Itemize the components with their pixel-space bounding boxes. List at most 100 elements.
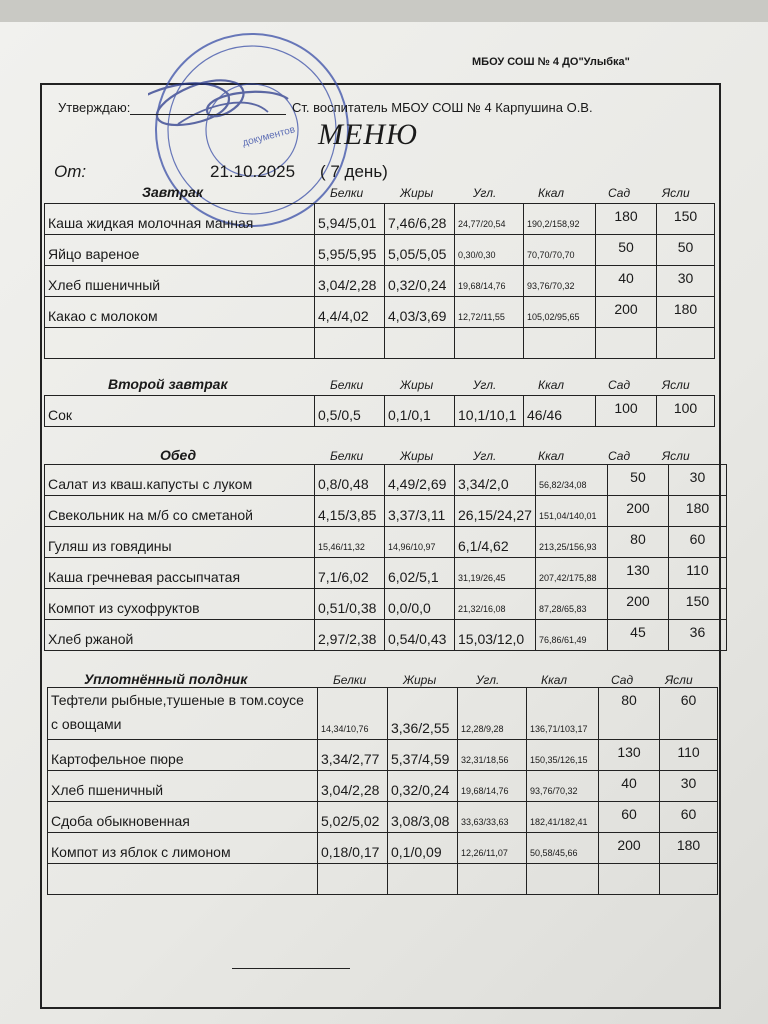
cell-kcal: 46/46 [523,395,596,427]
cell-nursery-portion: 180 [656,296,715,328]
cell-kindergarten-portion: 45 [606,619,669,651]
cell-kindergarten-portion: 180 [595,203,657,235]
cell-nursery-portion: 110 [667,557,727,589]
cell-protein: 5,95/5,95 [314,234,385,266]
table-row: Каша гречневая рассыпчатая 7,1/6,02 6,02/5… [44,557,727,589]
cell-kcal: 136,71/103,17 [526,687,599,740]
table-row: Компот из яблок с лимоном 0,18/0,17 0,1/0,… [47,832,718,864]
cell-nursery-portion: 30 [659,770,718,802]
cell-nursery-portion: 100 [656,395,715,427]
cell-carbs: 26,15/24,27 [454,495,536,527]
cell-fat: 0,1/0,1 [384,395,455,427]
table-row: Хлеб пшеничный 3,04/2,28 0,32/0,24 19,68/14… [44,265,715,297]
column-header: Ккал [538,186,565,200]
cell-fat: 3,37/3,11 [384,495,455,527]
cell-protein: 0,51/0,38 [314,588,385,620]
cell-fat: 6,02/5,1 [384,557,455,589]
cell-carbs: 12,72/11,55 [454,296,524,328]
cell-carbs [457,863,527,895]
cell-protein: 0,18/0,17 [317,832,388,864]
cell-protein: 4,15/3,85 [314,495,385,527]
column-header: Сад [608,186,631,200]
cell-nursery-portion: 36 [667,619,727,651]
column-header: Сад [611,673,634,687]
dish-name: Хлеб пшеничный [47,770,318,802]
cell-protein: 2,97/2,38 [314,619,385,651]
cell-kcal [523,327,596,359]
dish-name: Хлеб пшеничный [44,265,315,297]
dish-name: Компот из сухофруктов [44,588,315,620]
table-row: Сок 0,5/0,5 0,1/0,1 10,1/10,1 46/46 100 100 [44,395,715,427]
table-row: Картофельное пюре 3,34/2,77 5,37/4,59 32,31… [47,739,718,771]
cell-kindergarten-portion: 200 [606,495,669,527]
cell-kindergarten-portion: 200 [595,296,657,328]
cell-fat: 4,49/2,69 [384,464,455,496]
table-row: Гуляш из говядины 15,46/11,32 14,96/10,97 6… [44,526,727,558]
cell-protein: 3,04/2,28 [317,770,388,802]
table-row: Каша жидкая молочная манная 5,94/5,01 7,46… [44,203,715,235]
section-title: Завтрак [142,184,203,200]
table-row [47,863,718,895]
cell-fat [384,327,455,359]
cell-kindergarten-portion: 50 [595,234,657,266]
cell-fat: 0,32/0,24 [384,265,455,297]
dish-name: Свекольник на м/б со сметаной [44,495,315,527]
cell-nursery-portion: 180 [667,495,727,527]
cell-protein: 0,8/0,48 [314,464,385,496]
cell-fat: 5,37/4,59 [387,739,458,771]
column-header: Белки [330,378,364,392]
cell-carbs: 21,32/16,08 [454,588,536,620]
cell-carbs: 0,30/0,30 [454,234,524,266]
cell-kcal: 56,82/34,08 [534,464,608,496]
cell-protein: 7,1/6,02 [314,557,385,589]
cell-carbs [454,327,524,359]
cell-carbs: 6,1/4,62 [454,526,536,558]
cell-fat [387,863,458,895]
section-header: Обед Белки Жиры Угл. Ккал Сад Ясли [0,447,768,465]
cell-carbs: 33,63/33,63 [457,801,527,833]
cell-kindergarten-portion: 200 [606,588,669,620]
cell-kindergarten-portion: 100 [595,395,657,427]
menu-table: Салат из кваш.капусты с луком 0,8/0,48 4,4… [44,464,727,651]
cell-carbs: 12,28/9,28 [457,687,527,740]
cell-nursery-portion: 30 [667,464,727,496]
cell-kindergarten-portion [598,863,660,895]
cell-kcal: 87,28/65,83 [534,588,608,620]
dish-name: Какао с молоком [44,296,315,328]
dish-name: Тефтели рыбные,тушеные в том.соусе с ово… [47,687,318,740]
cell-carbs: 19,68/14,76 [457,770,527,802]
column-header: Ясли [662,449,690,463]
cell-protein: 14,34/10,76 [317,687,388,740]
cell-nursery-portion: 60 [667,526,727,558]
footer-signature-line [232,968,350,969]
dish-name: Картофельное пюре [47,739,318,771]
section-header: Второй завтрак Белки Жиры Угл. Ккал Сад Ясли [0,376,768,394]
cell-nursery-portion: 150 [667,588,727,620]
cell-nursery-portion: 50 [656,234,715,266]
cell-protein: 5,02/5,02 [317,801,388,833]
cell-carbs: 3,34/2,0 [454,464,536,496]
cell-kcal: 207,42/175,88 [534,557,608,589]
cell-kindergarten-portion: 200 [598,832,660,864]
table-row: Какао с молоком 4,4/4,02 4,03/3,69 12,72/11… [44,296,715,328]
column-header: Жиры [400,186,434,200]
organization-name: МБОУ СОШ № 4 ДО"Улыбка" [472,56,630,68]
cell-carbs: 19,68/14,76 [454,265,524,297]
table-row: Сдоба обыкновенная 5,02/5,02 3,08/3,08 33,6… [47,801,718,833]
cell-nursery-portion: 110 [659,739,718,771]
column-header: Белки [330,449,364,463]
dish-name: Каша жидкая молочная манная [44,203,315,235]
cell-kcal: 151,04/140,01 [534,495,608,527]
column-header: Угл. [473,186,497,200]
menu-date: 21.10.2025 [210,162,296,181]
cell-fat: 0,0/0,0 [384,588,455,620]
section-title: Второй завтрак [108,376,228,392]
cell-nursery-portion: 30 [656,265,715,297]
cell-fat: 5,05/5,05 [384,234,455,266]
cell-fat: 0,32/0,24 [387,770,458,802]
column-header: Ккал [541,673,568,687]
cell-fat: 3,08/3,08 [387,801,458,833]
cell-kcal: 213,25/156,93 [534,526,608,558]
cell-kindergarten-portion: 50 [606,464,669,496]
section-title: Уплотнённый полдник [84,671,248,687]
